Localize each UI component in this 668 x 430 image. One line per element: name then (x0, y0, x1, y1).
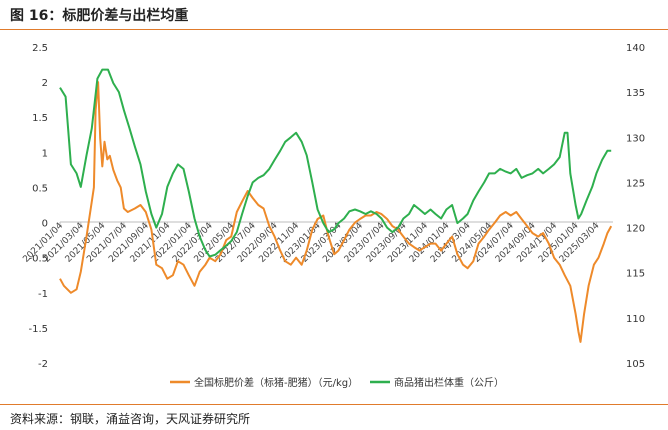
right-axis-tick-label: 110 (626, 314, 645, 325)
chart-area: -2 -1.5 -1 -0.5 0 0.5 1 1.5 2 2.5 105 110 115 120 125… (21, 43, 645, 389)
left-axis-tick-label: 1.5 (32, 113, 48, 124)
right-axis-tick-label: 105 (626, 359, 645, 370)
left-axis-tick-label: 2 (42, 78, 48, 89)
legend-item-weight: 商品猪出栏体重（公斤） (370, 376, 504, 389)
left-axis-tick-label: -1 (38, 289, 48, 300)
left-axis-tick-label: 1 (42, 148, 48, 159)
source-note: 资料来源：钢联，涌益咨询，天风证券研究所 (10, 412, 251, 426)
right-axis-tick-label: 130 (626, 133, 645, 144)
figure-title: 图 16：标肥价差与出栏均重 (10, 8, 189, 24)
bottom-rule (0, 404, 668, 405)
left-axis-ticks: -2 -1.5 -1 -0.5 0 0.5 1 1.5 2 2.5 (28, 43, 48, 370)
right-axis-ticks: 105 110 115 120 125 130 135 140 (626, 43, 645, 370)
x-axis-ticks: 2021/01/042021/03/042021/05/042021/07/04… (21, 221, 601, 265)
legend-label: 全国标肥价差（标猪-肥猪）（元/kg） (194, 376, 358, 389)
left-axis-tick-label: 0.5 (32, 183, 48, 194)
left-axis-tick-label: -2 (38, 359, 48, 370)
series-line-spread (59, 81, 613, 343)
left-axis-tick-label: 0 (42, 219, 48, 230)
legend-label: 商品猪出栏体重（公斤） (394, 376, 504, 389)
chart-lines (59, 68, 613, 343)
series-line-weight (59, 68, 612, 258)
top-rule (0, 29, 668, 30)
left-axis-tick-label: -0.5 (28, 254, 48, 265)
left-axis-tick-label: -1.5 (28, 324, 48, 335)
chart-legend: 全国标肥价差（标猪-肥猪）（元/kg） 商品猪出栏体重（公斤） (170, 376, 504, 389)
right-axis-tick-label: 125 (626, 178, 645, 189)
right-axis-tick-label: 115 (626, 269, 645, 280)
right-axis-tick-label: 140 (626, 43, 645, 54)
right-axis-tick-label: 120 (626, 224, 645, 235)
left-axis-tick-label: 2.5 (32, 43, 48, 54)
right-axis-tick-label: 135 (626, 88, 645, 99)
legend-item-spread: 全国标肥价差（标猪-肥猪）（元/kg） (170, 376, 358, 389)
